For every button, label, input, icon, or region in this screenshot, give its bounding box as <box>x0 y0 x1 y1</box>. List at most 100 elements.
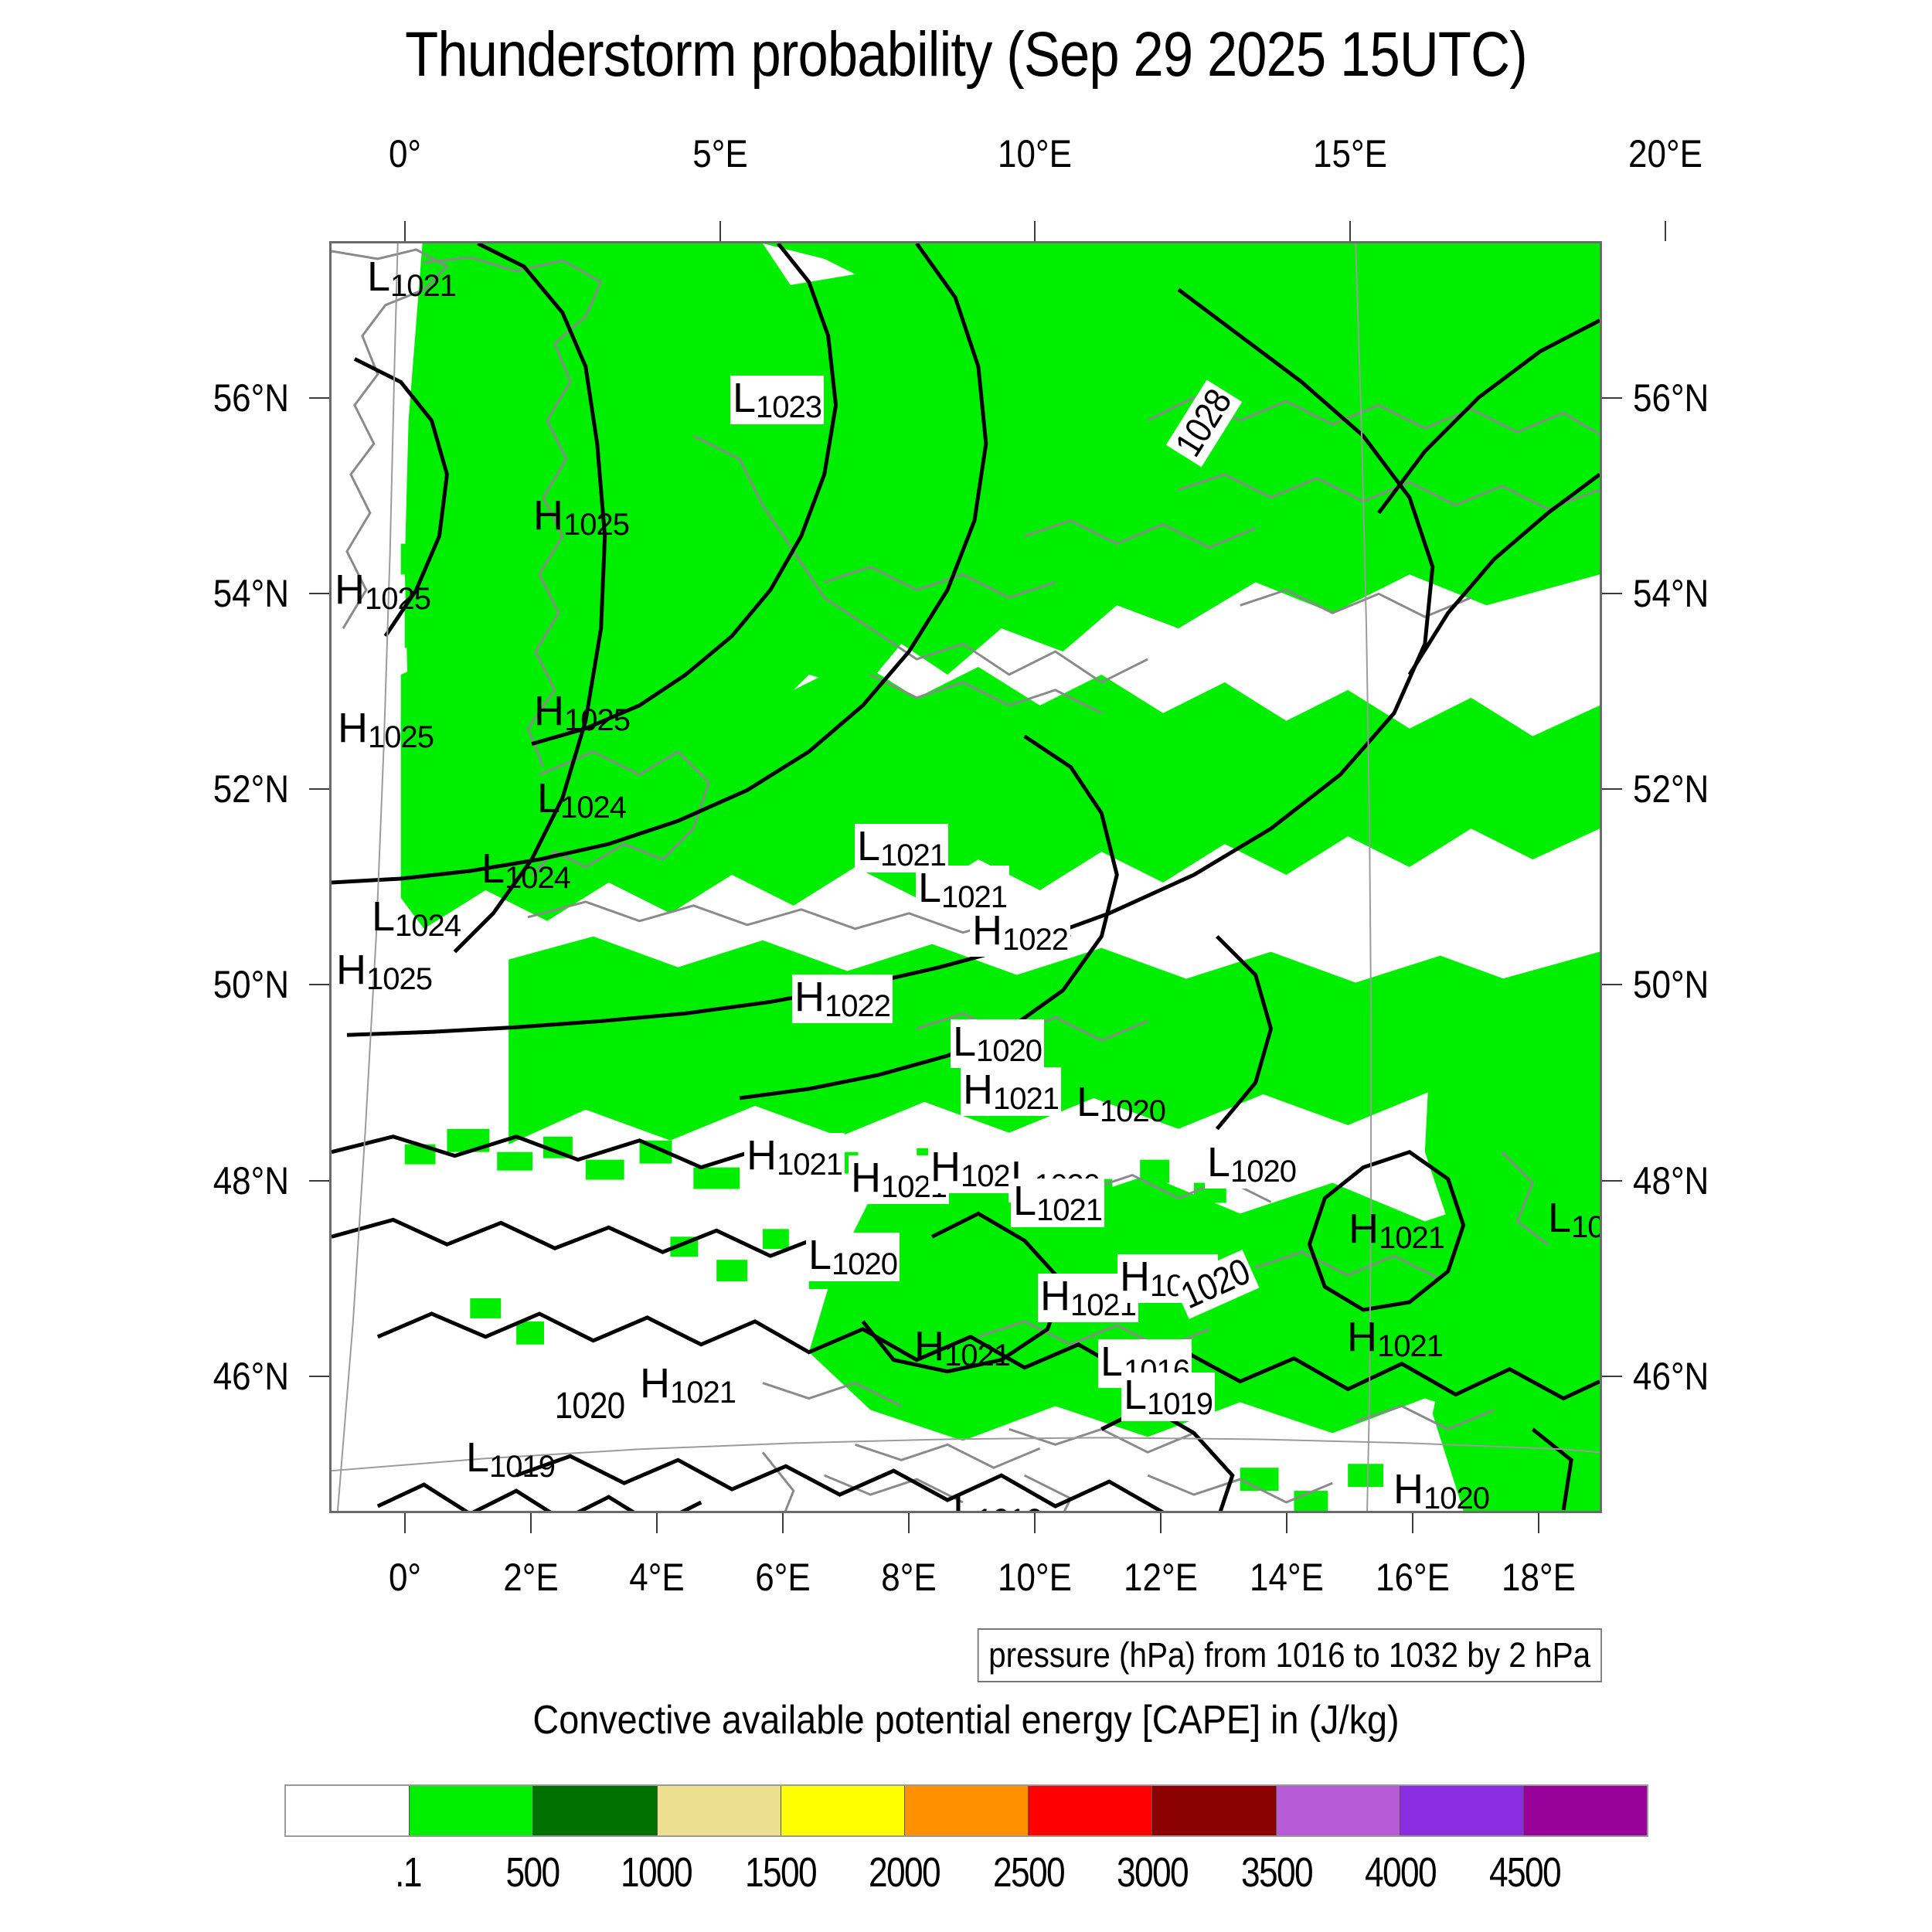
axis-tick-label-left: 54°N <box>213 571 289 615</box>
pressure-extremum-label: H1021 <box>640 1360 736 1410</box>
axis-tick-top <box>1034 221 1036 241</box>
pressure-extremum-label: L1021 <box>1011 1179 1105 1227</box>
pressure-extremum-label: L1024 <box>537 775 627 825</box>
pressure-extremum-label: H1020 <box>1393 1466 1490 1513</box>
pressure-extremum-label: H1022 <box>970 908 1070 957</box>
colorbar[interactable] <box>284 1784 1648 1837</box>
axis-tick-top <box>1349 221 1351 241</box>
axis-tick-label-top: 10°E <box>998 132 1073 175</box>
axis-tick-label-top: 0° <box>388 132 421 175</box>
pressure-extremum-label: L1020 <box>1205 1140 1299 1189</box>
axis-tick-label-top: 15°E <box>1312 132 1387 175</box>
axis-tick-bottom <box>655 1513 658 1533</box>
axis-tick-label-right: 54°N <box>1633 571 1709 615</box>
pressure-extremum-label: L1024 <box>481 845 571 895</box>
axis-tick-right <box>1602 1375 1622 1377</box>
axis-tick-left <box>309 788 329 791</box>
axis-tick-label-bottom: 0° <box>388 1556 421 1599</box>
graticule-layer <box>332 243 1600 1511</box>
page-title: Thunderstorm probability (Sep 29 2025 15… <box>405 19 1528 90</box>
colorbar-swatch[interactable] <box>409 1786 533 1835</box>
axis-tick-bottom <box>1538 1513 1540 1533</box>
cape-shading-layer <box>400 243 1600 1511</box>
axis-tick-label-right: 52°N <box>1633 767 1709 811</box>
colorbar-tick-label: 3500 <box>1240 1849 1314 1896</box>
pressure-extremum-label: L1020 <box>951 1019 1045 1068</box>
colorbar-swatch[interactable] <box>1522 1786 1648 1835</box>
pressure-extremum-label: H1025 <box>336 947 433 996</box>
axis-tick-label-left: 56°N <box>213 376 289 420</box>
pressure-extremum-label: L1019 <box>466 1434 556 1484</box>
axis-tick-label-bottom: 4°E <box>629 1556 685 1599</box>
axis-tick-label-bottom: 6°E <box>755 1556 811 1599</box>
pressure-extremum-label: H1021 <box>914 1323 1011 1372</box>
axis-tick-bottom <box>1412 1513 1414 1533</box>
pressure-extremum-label: L1021 <box>367 253 457 303</box>
pressure-extremum-label: H1021 <box>961 1067 1061 1116</box>
pressure-extremum-label: H1021 <box>1349 1206 1445 1255</box>
colorbar-tick-label: .1 <box>395 1849 423 1896</box>
axis-tick-bottom <box>908 1513 910 1533</box>
pressure-contour-note: pressure (hPa) from 1016 to 1032 by 2 hP… <box>978 1628 1602 1682</box>
axis-tick-label-bottom: 12°E <box>1124 1556 1199 1599</box>
axis-tick-label-bottom: 10°E <box>998 1556 1073 1599</box>
axis-tick-left <box>309 1179 329 1182</box>
colorbar-swatch[interactable] <box>780 1786 904 1835</box>
colorbar-swatch[interactable] <box>1275 1786 1400 1835</box>
axis-tick-left <box>309 1375 329 1377</box>
pressure-extremum-label: H1022 <box>792 975 893 1023</box>
colorbar-tick-label: 1500 <box>744 1849 818 1896</box>
axis-tick-label-top: 5°E <box>692 132 748 175</box>
pressure-extremum-label: L1018 <box>1548 1195 1602 1244</box>
pressure-extremum-label: H1025 <box>533 492 630 542</box>
axis-tick-right <box>1602 788 1622 791</box>
axis-tick-top <box>719 221 721 241</box>
pressure-extremum-label: L1021 <box>855 824 949 872</box>
colorbar-tick-label: 500 <box>505 1849 560 1896</box>
colorbar-swatch[interactable] <box>1151 1786 1276 1835</box>
colorbar-swatch[interactable] <box>1028 1786 1152 1835</box>
colorbar-swatch[interactable] <box>532 1786 657 1835</box>
colorbar-swatch[interactable] <box>903 1786 1029 1835</box>
axis-tick-top <box>1664 221 1666 241</box>
pressure-extremum-label: H1021 <box>1347 1314 1444 1363</box>
axis-tick-right <box>1602 984 1622 986</box>
pressure-extremum-label: L1024 <box>372 893 461 943</box>
colorbar-swatch[interactable] <box>286 1786 410 1835</box>
colorbar-tick-label: 1000 <box>621 1849 693 1896</box>
axis-tick-label-left: 52°N <box>213 767 289 811</box>
axis-tick-label-left: 50°N <box>213 963 289 1007</box>
axis-tick-top <box>403 221 406 241</box>
pressure-extremum-label: H1025 <box>534 688 631 737</box>
axis-tick-label-bottom: 16°E <box>1376 1556 1451 1599</box>
axis-tick-right <box>1602 396 1622 399</box>
axis-tick-label-bottom: 14°E <box>1250 1556 1325 1599</box>
axis-tick-right <box>1602 1179 1622 1182</box>
axis-tick-label-right: 46°N <box>1633 1354 1709 1398</box>
axis-tick-left <box>309 396 329 399</box>
pressure-extremum-label: H1025 <box>338 705 434 754</box>
colorbar-tick-label: 4000 <box>1365 1849 1437 1896</box>
axis-tick-label-left: 46°N <box>213 1354 289 1398</box>
axis-tick-bottom <box>1034 1513 1036 1533</box>
axis-tick-left <box>309 984 329 986</box>
pressure-extremum-label: L1020 <box>806 1233 900 1281</box>
pressure-extremum-label: L1023 <box>730 376 825 424</box>
axis-tick-label-top: 20°E <box>1628 132 1702 175</box>
colorbar-title: Convective available potential energy [C… <box>532 1698 1400 1743</box>
map-plot-area[interactable]: L1021 L1023 H1025 H1025 H1025 H1025 L1024 L1024… <box>329 241 1602 1513</box>
pressure-extremum-label: H1021 <box>744 1133 845 1182</box>
axis-tick-label-bottom: 18°E <box>1502 1556 1577 1599</box>
colorbar-swatch[interactable] <box>656 1786 781 1835</box>
colorbar-tick-label: 2000 <box>869 1849 941 1896</box>
pressure-extremum-label: L1021 <box>916 866 1010 914</box>
isobar-layer <box>332 243 1600 1511</box>
axis-tick-bottom <box>529 1513 532 1533</box>
colorbar-swatch[interactable] <box>1399 1786 1523 1835</box>
axis-tick-label-right: 48°N <box>1633 1158 1709 1202</box>
colorbar-tick-labels: .1 500 1000 1500 2000 2500 3000 3500 4000 4500 <box>284 1849 1648 1903</box>
pressure-extremum-label: L1016 <box>953 1488 1043 1513</box>
axis-tick-left <box>309 592 329 594</box>
pressure-extremum-label: L1019 <box>1121 1372 1216 1421</box>
axis-tick-bottom <box>782 1513 784 1533</box>
